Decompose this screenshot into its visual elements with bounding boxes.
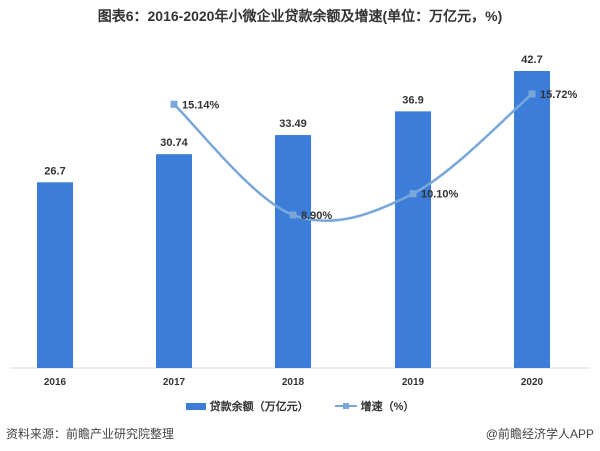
chart-title: 图表6：2016-2020年小微企业贷款余额及增速(单位：万亿元，%)	[97, 8, 503, 24]
bar-value-label: 26.7	[44, 165, 65, 177]
growth-line	[173, 93, 533, 223]
x-tick-label: 2016	[44, 377, 67, 388]
bar-2016	[37, 182, 73, 368]
bar-2018	[275, 135, 311, 368]
bar-2020	[514, 71, 550, 368]
line-swatch-icon	[334, 401, 357, 411]
x-axis-labels: 2016 2017 2018 2019 2020	[44, 377, 544, 388]
bar-2019	[395, 111, 431, 368]
x-tick-label: 2020	[521, 377, 544, 388]
legend-label-growth: 增速（%）	[360, 401, 415, 413]
line-series-points: 15.14% 8.90% 10.10% 15.72%	[170, 89, 578, 222]
legend-label-balance: 贷款余额（万亿元）	[209, 401, 309, 413]
legend-item-growth: 增速（%）	[334, 398, 415, 414]
line-point-marker	[528, 90, 536, 98]
line-value-label: 8.90%	[301, 210, 332, 222]
x-tick-label: 2019	[402, 377, 425, 388]
bar-series: 26.7 30.74 33.49 36.9 42.7	[37, 54, 550, 368]
bar-2017	[156, 154, 192, 368]
bar-value-label: 30.74	[160, 137, 188, 149]
bar-value-label: 33.49	[279, 118, 307, 130]
x-tick-label: 2018	[282, 377, 305, 388]
credit-note: @前瞻经济学人APP	[485, 427, 594, 441]
x-tick-label: 2017	[163, 377, 186, 388]
bar-value-label: 36.9	[402, 94, 423, 106]
line-value-label: 15.14%	[182, 99, 220, 111]
line-point-marker	[170, 100, 178, 108]
legend: 贷款余额（万亿元） 增速（%）	[0, 398, 600, 414]
bar-value-label: 42.7	[521, 54, 542, 66]
line-value-label: 10.10%	[421, 189, 459, 201]
legend-item-balance: 贷款余额（万亿元）	[185, 398, 309, 414]
line-value-label: 15.72%	[540, 89, 578, 101]
line-point-marker	[409, 190, 417, 198]
line-point-marker	[289, 211, 297, 219]
source-note: 资料来源：前瞻产业研究院整理	[6, 427, 175, 441]
bar-swatch-icon	[185, 402, 206, 410]
